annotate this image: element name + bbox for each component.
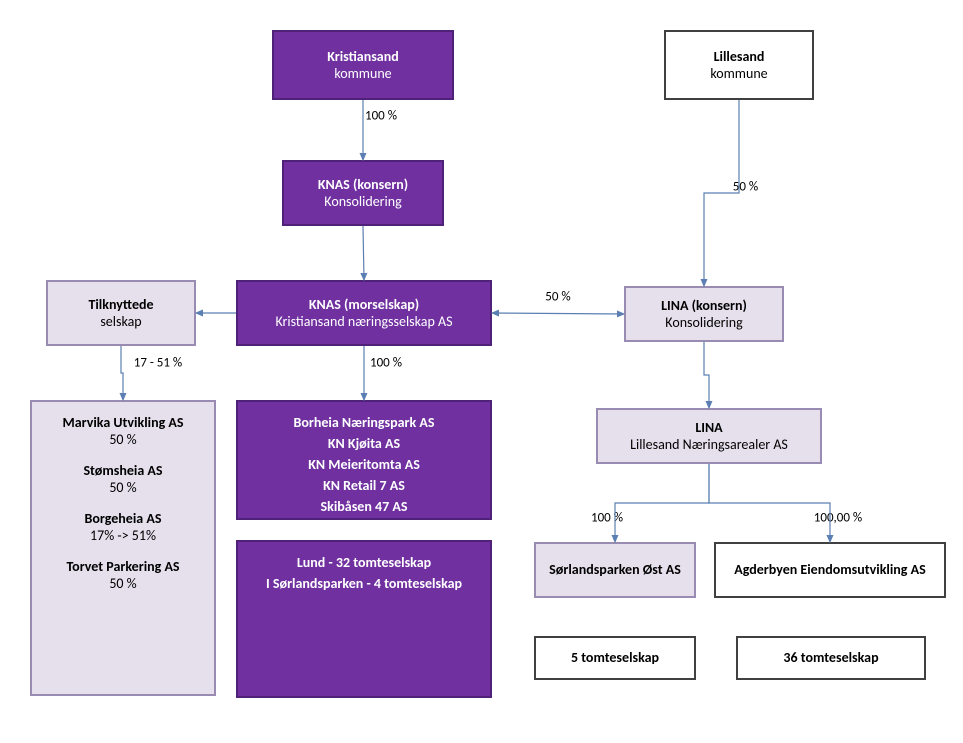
node-tomteselskap5: 5 tomteselskap xyxy=(534,636,696,680)
node-title: LINA (konsern) xyxy=(661,297,747,315)
edge-lina_konsern-lina xyxy=(704,342,709,408)
edge-label: 50 % xyxy=(545,290,570,305)
edge-knas_konsern-knas_morselskap xyxy=(363,226,364,280)
node-subtitle: Konsolidering xyxy=(665,314,742,332)
node-lina: LINALillesand Næringsarealer AS xyxy=(596,408,822,464)
node-subtitle: kommune xyxy=(334,65,391,83)
node-subtitle: Konsolidering xyxy=(324,193,401,211)
org-chart-canvas: KristiansandkommuneLillesandkommuneKNAS … xyxy=(0,0,963,743)
edge-label: 100,00 % xyxy=(814,511,862,526)
block-line: Skibåsen 47 AS xyxy=(246,498,482,515)
block-subsidiaries: Borheia Næringspark AS KN Kjøita AS KN Mei… xyxy=(236,400,492,520)
node-subtitle: Kristiansand næringsselskap AS xyxy=(275,313,452,331)
block-line: KN Retail 7 AS xyxy=(246,477,482,494)
entry-name: Stømsheia AS xyxy=(40,462,206,479)
node-lillesand: Lillesandkommune xyxy=(664,30,814,100)
list-entry: Borgeheia AS17% -> 51% xyxy=(40,510,206,544)
node-title: Tilknyttede xyxy=(88,296,153,314)
entry-name: Borgeheia AS xyxy=(40,510,206,527)
node-title: KNAS (konsern) xyxy=(318,176,408,194)
node-subtitle: Lillesand Næringsarealer AS xyxy=(630,436,788,454)
edge-lina-agderbyen xyxy=(709,464,830,542)
entry-name: Marvika Utvikling AS xyxy=(40,414,206,431)
edge-tilknyttede-affiliates xyxy=(121,346,123,400)
node-title: Sørlandsparken Øst AS xyxy=(549,561,681,579)
node-title: Kristiansand xyxy=(327,48,399,66)
block-lund: Lund - 32 tomteselskap I Sørlandsparken -… xyxy=(236,540,492,698)
node-subtitle: kommune xyxy=(710,65,767,83)
block-line: KN Meieritomta AS xyxy=(246,456,482,473)
block-line: Borheia Næringspark AS xyxy=(246,414,482,431)
node-title: Agderbyen Eiendomsutvikling AS xyxy=(734,561,925,579)
node-tilknyttede: Tilknyttedeselskap xyxy=(46,280,196,346)
edge-label: 100 % xyxy=(370,356,402,371)
block-line: KN Kjøita AS xyxy=(246,435,482,452)
node-knas_konsern: KNAS (konsern)Konsolidering xyxy=(282,160,444,226)
node-title: KNAS (morselskap) xyxy=(309,296,419,314)
list-entry: Stømsheia AS50 % xyxy=(40,462,206,496)
node-title: LINA xyxy=(695,419,722,437)
list-entry: Marvika Utvikling AS50 % xyxy=(40,414,206,448)
edge-label: 100 % xyxy=(365,109,397,124)
node-tomteselskap36: 36 tomteselskap xyxy=(736,636,926,680)
block-line: I Sørlandsparken - 4 tomteselskap xyxy=(246,575,482,592)
node-title: 36 tomteselskap xyxy=(783,649,878,667)
node-title: Lillesand xyxy=(714,48,765,66)
node-agderbyen: Agderbyen Eiendomsutvikling AS xyxy=(714,542,946,598)
edge-label: 100 % xyxy=(591,511,623,526)
block-line: Lund - 32 tomteselskap xyxy=(246,554,482,571)
entry-pct: 50 % xyxy=(40,575,206,592)
list-entry: Torvet Parkering AS50 % xyxy=(40,558,206,592)
edge-lina-sorlandsparken xyxy=(615,464,709,542)
edge-label: 17 - 51 % xyxy=(134,356,182,371)
entry-pct: 50 % xyxy=(40,431,206,448)
edge-knas_morselskap-lina_konsern xyxy=(492,313,624,314)
node-sorlandsparken: Sørlandsparken Øst AS xyxy=(534,542,696,598)
node-lina_konsern: LINA (konsern)Konsolidering xyxy=(624,286,784,342)
entry-pct: 50 % xyxy=(40,479,206,496)
node-subtitle: selskap xyxy=(100,313,141,331)
entry-pct: 17% -> 51% xyxy=(40,527,206,544)
node-kristiansand: Kristiansandkommune xyxy=(272,30,454,100)
node-knas_morselskap: KNAS (morselskap)Kristiansand næringssel… xyxy=(236,280,492,346)
entry-name: Torvet Parkering AS xyxy=(40,558,206,575)
block-affiliates: Marvika Utvikling AS50 %Stømsheia AS50 %… xyxy=(30,400,216,696)
node-title: 5 tomteselskap xyxy=(571,649,659,667)
edge-label: 50 % xyxy=(733,180,758,195)
